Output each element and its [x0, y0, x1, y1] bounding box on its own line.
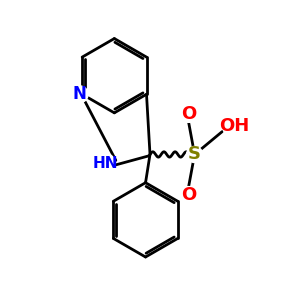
Circle shape — [181, 106, 197, 122]
Circle shape — [223, 114, 247, 138]
Text: OH: OH — [220, 117, 250, 135]
Text: O: O — [181, 105, 196, 123]
Circle shape — [96, 154, 115, 173]
Text: N: N — [73, 85, 87, 103]
Circle shape — [71, 86, 88, 103]
Circle shape — [181, 187, 197, 202]
Text: O: O — [181, 186, 196, 204]
Text: HN: HN — [93, 156, 118, 171]
Text: S: S — [188, 146, 201, 164]
Circle shape — [187, 146, 202, 163]
